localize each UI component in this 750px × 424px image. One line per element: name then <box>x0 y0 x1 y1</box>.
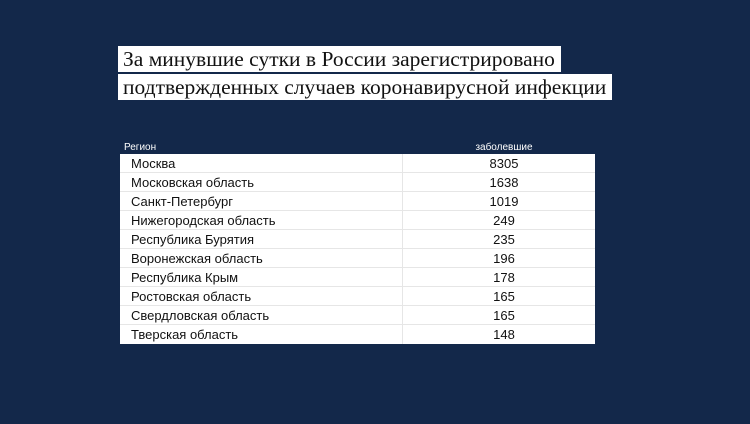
region-cell: Москва <box>120 154 403 172</box>
cases-cell: 1638 <box>489 174 519 190</box>
table-row: Тверская область 148 <box>120 325 595 344</box>
table-header: Регион заболевшие <box>120 140 595 154</box>
cases-cell: 178 <box>493 269 515 285</box>
table-row: Московская область 1638 <box>120 173 595 192</box>
table-row: Ростовская область 165 <box>120 287 595 306</box>
column-header-region: Регион <box>124 141 157 153</box>
cases-cell: 235 <box>493 231 515 247</box>
table-row: Республика Бурятия 235 <box>120 230 595 249</box>
cases-cell: 1019 <box>489 193 519 209</box>
table-row: Москва 8305 <box>120 154 595 173</box>
cases-cell: 249 <box>493 212 515 228</box>
region-cell: Республика Бурятия <box>120 230 403 248</box>
region-cell: Нижегородская область <box>120 211 403 229</box>
column-header-cases: заболевшие <box>475 141 533 153</box>
region-cell: Воронежская область <box>120 249 403 267</box>
region-cell: Республика Крым <box>120 268 403 286</box>
headline: За минувшие сутки в России зарегистриров… <box>118 46 613 102</box>
table-row: Нижегородская область 249 <box>120 211 595 230</box>
table-row: Свердловская область 165 <box>120 306 595 325</box>
region-cell: Свердловская область <box>120 306 403 324</box>
region-cell: Санкт-Петербург <box>120 192 403 210</box>
cases-table: Регион заболевшие Москва 8305 Московская… <box>120 140 595 344</box>
region-cell: Ростовская область <box>120 287 403 305</box>
table-row: Санкт-Петербург 1019 <box>120 192 595 211</box>
table-row: Республика Крым 178 <box>120 268 595 287</box>
cases-cell: 196 <box>493 250 515 266</box>
cases-cell: 165 <box>493 307 515 323</box>
cases-cell: 148 <box>493 327 515 342</box>
region-cell: Тверская область <box>120 325 403 344</box>
cases-cell: 165 <box>493 288 515 304</box>
cases-cell: 8305 <box>489 155 519 171</box>
table-row: Воронежская область 196 <box>120 249 595 268</box>
headline-line-1: За минувшие сутки в России зарегистриров… <box>118 46 561 72</box>
table-body: Москва 8305 Московская область 1638 Санк… <box>120 154 595 344</box>
region-cell: Московская область <box>120 173 403 191</box>
headline-line-2: подтвержденных случаев коронавирусной ин… <box>118 74 613 100</box>
